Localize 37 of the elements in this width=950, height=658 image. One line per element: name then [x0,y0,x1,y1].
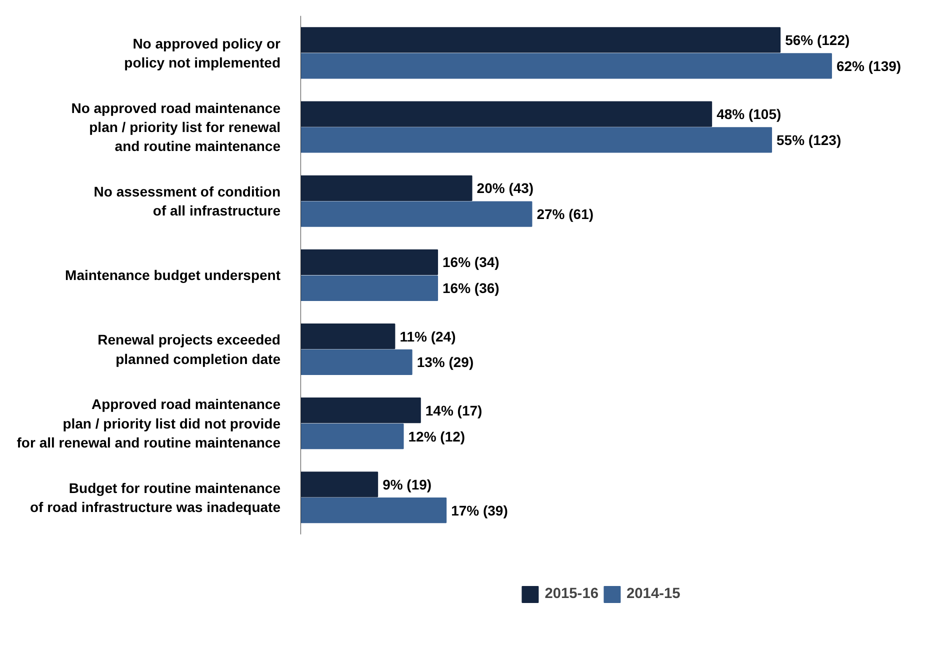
legend-label: 2015-16 [544,586,598,602]
bar [300,398,421,424]
bar [300,349,412,376]
bar [300,498,447,524]
bar [300,423,404,450]
data-label: 55% (123) [776,132,842,148]
y-tick-label: Budget for routine maintenance of road infrastructure was inadequate [30,480,281,515]
legend-label: 2014-15 [626,586,680,602]
data-label: 27% (61) [536,206,594,222]
y-tick-label: No approved policy or policy not implemented [124,35,282,71]
data-label: 17% (39) [451,502,508,518]
bar [300,27,781,53]
bar [300,201,532,227]
data-label: 12% (12) [408,428,466,444]
data-label: 48% (105) [716,106,782,122]
bar [300,275,438,301]
data-label: 14% (17) [425,402,482,418]
y-tick-label: Maintenance budget underspent [65,267,281,284]
data-label: 20% (43) [476,180,534,196]
y-tick-label: No approved road maintenance plan / priority list for renewal and routine maintenance [71,100,281,154]
bar [300,101,712,127]
data-label: 16% (34) [442,254,500,270]
y-tick-label: Approved road maintenance plan / priority list did not provide for all renewal and routine maintenance [16,396,281,451]
data-label: 9% (19) [382,476,432,492]
data-label: 11% (24) [400,328,456,344]
bar [300,249,438,276]
bar [300,323,396,350]
data-label: 56% (122) [785,32,850,48]
bar [300,175,472,201]
bar [300,53,832,79]
data-label: 16% (36) [442,280,500,296]
data-label: 13% (29) [416,354,474,370]
bar [300,127,772,153]
bar [300,472,378,498]
y-tick-label: Renewal projects exceeded planned completion date [98,332,281,367]
data-label: 62% (139) [836,58,902,74]
y-tick-label: No assessment of condition of all infrastructure [94,183,281,219]
